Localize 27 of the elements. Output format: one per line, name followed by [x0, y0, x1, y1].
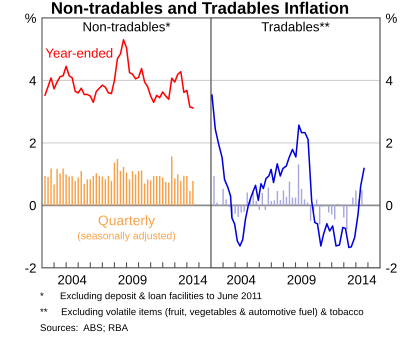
annotation: (seasonally adjusted) [78, 232, 176, 242]
y-tick-label: 4 [29, 76, 36, 86]
y2-tick-label: -2 [386, 263, 397, 273]
y2-tick-label: 2 [386, 138, 392, 148]
chart-title: Non-tradables and Tradables Inflation [52, 2, 348, 14]
text: ** Excluding volatile items (fruit, vegetables & automotive fuel) & tobacco [40, 308, 364, 318]
x-tick-label: 2004 [227, 275, 256, 284]
y-tick-label: 0 [30, 200, 36, 210]
x-tick-label: 2004 [58, 275, 86, 284]
x-tick-label: 2014 [348, 275, 376, 284]
x-tick-label: 2014 [178, 275, 208, 284]
x-tick-label: 2009 [118, 275, 147, 284]
y-tick-label: 2 [30, 138, 36, 148]
series-label: Year-ended [46, 48, 112, 58]
source-note: Sources: ABS; RBA [40, 324, 128, 332]
y2-tick-label: 4 [386, 76, 393, 86]
y-tick-label: -2 [25, 263, 36, 273]
y2-tick-label: 0 [386, 200, 392, 210]
line-series [44, 39, 194, 109]
x-tick-label: 2009 [288, 275, 316, 284]
y2-tick-label: % [386, 14, 397, 23]
text: * Excluding deposit & loan facilities to June 2011 [40, 292, 262, 302]
chart-subtitle: Tradables** [262, 22, 330, 32]
chart-subtitle: Non-tradables* [84, 22, 170, 32]
line-series [211, 94, 365, 248]
y-tick-label: % [25, 14, 36, 23]
series-label: Quarterly [98, 215, 156, 228]
